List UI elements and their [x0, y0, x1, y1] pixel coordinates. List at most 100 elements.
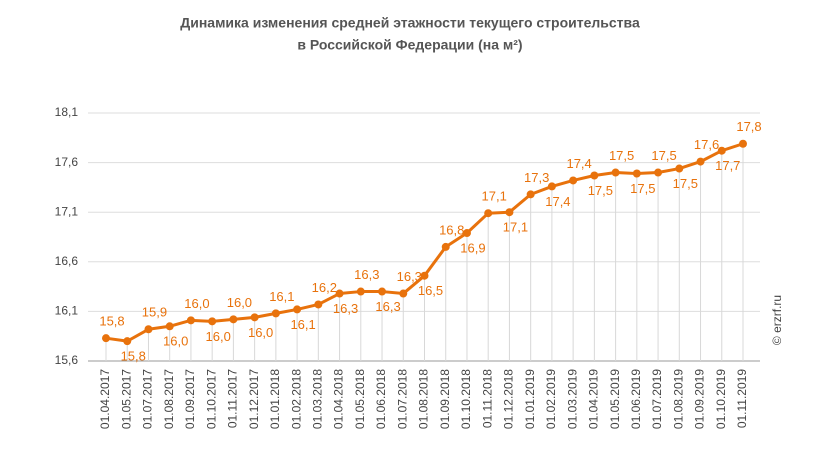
x-tick-label: 01.03.2019 — [565, 369, 579, 429]
x-tick-label: 01.09.2018 — [438, 369, 452, 429]
data-label: 17,1 — [482, 189, 507, 204]
point — [420, 271, 429, 280]
chart-title: Динамика изменения средней этажности тек… — [180, 15, 640, 31]
x-tick-label: 01.12.2018 — [502, 369, 516, 429]
point — [569, 176, 578, 185]
point — [335, 289, 344, 298]
point — [462, 229, 471, 238]
x-tick-label: 01.02.2019 — [544, 369, 558, 429]
point — [484, 209, 493, 218]
point — [505, 208, 514, 217]
data-label: 17,4 — [566, 156, 591, 171]
data-label: 17,5 — [673, 176, 698, 191]
point — [123, 337, 132, 346]
point — [271, 309, 280, 318]
data-label: 17,5 — [651, 148, 676, 163]
data-label: 17,7 — [715, 158, 740, 173]
x-tick-label: 01.10.2018 — [459, 369, 473, 429]
point — [696, 157, 705, 166]
data-label: 15,9 — [142, 305, 167, 320]
x-tick-label: 01.10.2017 — [204, 369, 218, 429]
data-label: 15,8 — [99, 314, 124, 329]
data-label: 17,5 — [630, 181, 655, 196]
data-label: 16,3 — [375, 299, 400, 314]
data-label: 16,3 — [354, 267, 379, 282]
point — [229, 315, 238, 324]
x-tick-label: 01.11.2018 — [480, 369, 494, 428]
data-label: 16,3 — [397, 269, 422, 284]
point — [293, 305, 302, 314]
data-label: 16,0 — [206, 329, 231, 344]
x-tick-label: 01.09.2019 — [693, 369, 707, 429]
x-tick-label: 01.07.2019 — [650, 369, 664, 429]
point — [144, 325, 153, 334]
point — [526, 190, 535, 199]
data-label: 16,0 — [184, 296, 209, 311]
chart-title: в Российской Федерации (на м²) — [297, 37, 522, 53]
point — [675, 164, 684, 173]
x-tick-label: 01.08.2017 — [162, 369, 176, 429]
data-label: 16,0 — [163, 334, 188, 349]
data-label: 16,0 — [248, 325, 273, 340]
point — [356, 287, 365, 296]
x-tick-label: 01.12.2017 — [247, 369, 261, 429]
x-tick-label: 01.04.2019 — [587, 369, 601, 429]
data-label: 17,4 — [545, 194, 570, 209]
x-tick-label: 01.11.2019 — [735, 369, 749, 428]
x-tick-label: 01.11.2017 — [226, 369, 240, 428]
point — [186, 316, 195, 325]
x-tick-label: 01.01.2019 — [523, 369, 537, 429]
point — [632, 169, 641, 178]
point — [165, 322, 174, 331]
data-label: 16,9 — [460, 240, 485, 255]
point — [739, 139, 747, 148]
point — [654, 168, 663, 177]
point — [399, 289, 408, 298]
x-tick-label: 01.05.2019 — [608, 369, 622, 429]
point — [611, 168, 620, 177]
x-tick-label: 01.09.2017 — [183, 369, 197, 429]
x-tick-label: 01.05.2018 — [353, 369, 367, 429]
x-tick-label: 01.07.2018 — [395, 369, 409, 429]
x-tick-label: 01.06.2018 — [374, 369, 388, 429]
x-tick-label: 01.08.2019 — [671, 369, 685, 429]
watermark: © erzrf.ru — [770, 295, 784, 345]
point — [208, 317, 217, 326]
data-label: 16,0 — [227, 295, 252, 310]
point — [441, 242, 450, 251]
data-label: 16,3 — [333, 301, 358, 316]
point — [102, 334, 110, 343]
point — [250, 313, 259, 322]
data-label: 17,3 — [524, 170, 549, 185]
data-label: 15,8 — [121, 349, 146, 364]
data-label: 17,6 — [694, 137, 719, 152]
data-label: 17,8 — [736, 119, 761, 134]
point — [547, 182, 556, 191]
point — [378, 287, 387, 296]
x-tick-label: 01.05.2017 — [119, 369, 133, 429]
data-label: 16,8 — [439, 222, 464, 237]
x-tick-label: 01.07.2017 — [141, 369, 155, 429]
y-tick-label: 16,1 — [55, 304, 79, 318]
x-tick-label: 01.04.2018 — [332, 369, 346, 429]
x-tick-label: 01.04.2017 — [98, 369, 112, 429]
data-label: 16,1 — [290, 317, 315, 332]
data-label: 16,1 — [269, 289, 294, 304]
x-tick-label: 01.03.2018 — [311, 369, 325, 429]
x-tick-label: 01.02.2018 — [289, 369, 303, 429]
data-label: 17,5 — [588, 183, 613, 198]
y-tick-label: 17,1 — [55, 204, 79, 218]
y-tick-label: 17,6 — [55, 155, 79, 169]
data-label: 16,2 — [312, 280, 337, 295]
x-tick-label: 01.06.2019 — [629, 369, 643, 429]
point — [717, 146, 726, 155]
data-label: 17,1 — [503, 220, 528, 235]
point — [314, 300, 323, 309]
data-label: 17,5 — [609, 148, 634, 163]
y-tick-label: 15,6 — [55, 353, 79, 367]
x-tick-label: 01.10.2019 — [714, 369, 728, 429]
x-tick-label: 01.01.2018 — [268, 369, 282, 429]
point — [590, 171, 599, 180]
